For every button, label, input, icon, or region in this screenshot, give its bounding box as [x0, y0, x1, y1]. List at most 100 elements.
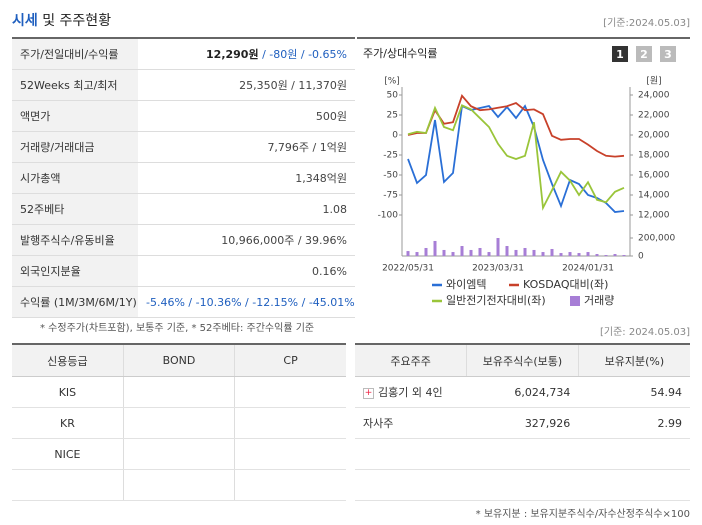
table-row: + 김홍기 외 4인 6,024,734 54.94 — [355, 376, 690, 408]
tab-label[interactable]: 3 — [664, 48, 672, 61]
table-row — [355, 438, 690, 470]
tab-button[interactable] — [660, 46, 676, 62]
title-rest: 및 주주현황 — [42, 13, 112, 29]
tab-label[interactable]: 2 — [640, 48, 648, 61]
tab-button[interactable] — [612, 46, 628, 62]
table-cell: KIS — [12, 376, 124, 408]
volume-bar — [514, 249, 518, 256]
volume-bar — [496, 238, 500, 256]
table-cell — [466, 438, 579, 470]
price-row: 52주베타 1.08 — [12, 193, 355, 225]
y-unit: [%] — [384, 77, 400, 87]
volume-bar — [586, 252, 590, 256]
cell-text: NICE — [54, 447, 81, 461]
volume-tick-label: 200,000 — [638, 234, 675, 244]
table-cell — [355, 438, 467, 470]
row-label: 시가총액 — [12, 162, 138, 194]
row-label: 주가/전일대비/수익률 — [12, 38, 138, 70]
row-value-cell: 0.16% — [138, 255, 355, 287]
cell-text: KIS — [58, 385, 77, 399]
volume-bar — [523, 247, 527, 256]
cell-text: 327,926 — [524, 416, 571, 430]
y2-unit: [원] — [646, 76, 661, 87]
row-value: / -80원 / -0.65% — [262, 48, 347, 61]
header-cell: 신용등급 — [12, 344, 124, 377]
price-row: 발행주식수/유동비율 10,966,000주 / 39.96% — [12, 224, 355, 256]
price-row: 주가/전일대비/수익률 12,290원 / -80원 / -0.65% — [12, 38, 355, 70]
y2-tick-label: 18,000 — [638, 151, 670, 161]
row-label: 52Weeks 최고/최저 — [12, 69, 138, 101]
table-cell — [234, 469, 346, 501]
chart: 주가/상대수익률 1 2 3 [%] [원] 50 25 0 -25 -50 -75 -100 24,00… — [363, 46, 676, 307]
chart-title: 주가/상대수익률 — [363, 47, 438, 60]
table-cell — [123, 469, 236, 501]
cell-text: 6,024,734 — [514, 385, 571, 399]
x-tick-label: 2022/05/31 — [382, 264, 434, 274]
holder-table: 주요주주 보유주식수(보통) 보유지분(%) + 김홍기 외 4인 6,024,734 54… — [355, 343, 690, 501]
volume-bar — [469, 249, 473, 256]
table-row — [355, 469, 690, 501]
row-value: 12,290원 — [206, 48, 259, 61]
row-value-cell: 7,796주 / 1억원 — [138, 131, 355, 163]
volume-bar — [415, 252, 419, 256]
table-cell — [12, 469, 124, 501]
table-cell — [578, 469, 690, 501]
row-value-cell: -5.46% / -10.36% / -12.15% / -45.01% — [138, 286, 355, 318]
row-value: 500원 — [315, 110, 347, 123]
header-cell: CP — [234, 344, 346, 377]
volume-bar — [541, 252, 545, 256]
volume-bar — [406, 251, 410, 256]
row-value-cell: 1.08 — [138, 193, 355, 225]
chart-panel: 주가/상대수익률 1 2 3 [%] [원] 50 25 0 -25 -50 -75 -100 24,00… — [357, 37, 690, 315]
header-cell: BOND — [123, 344, 236, 377]
table-row: 자사주 327,926 2.99 — [355, 407, 690, 439]
y2-tick-label: 16,000 — [638, 171, 670, 181]
expand-icon[interactable]: + — [363, 387, 374, 399]
series-line — [407, 104, 625, 211]
y2-tick-label: 24,000 — [638, 91, 670, 101]
tab-button[interactable] — [636, 46, 652, 62]
legend-swatch — [570, 296, 580, 306]
volume-bar — [568, 252, 572, 256]
price-row: 수익률 (1M/3M/6M/1Y) -5.46% / -10.36% / -12.… — [12, 286, 355, 318]
row-value-cell: 1,348억원 — [138, 162, 355, 194]
y-tick-label: 50 — [387, 91, 399, 101]
x-tick-label: 2024/01/31 — [562, 264, 614, 274]
volume-bar — [559, 253, 563, 256]
table-cell: 6,024,734 — [466, 376, 579, 408]
row-value: 10,966,000주 / 39.96% — [221, 234, 347, 247]
table-cell — [123, 376, 236, 408]
table-row — [12, 469, 346, 501]
row-value: -5.46% / -10.36% / -12.15% / -45.01% — [146, 295, 355, 309]
row-value: 7,796주 / 1억원 — [267, 141, 347, 154]
table-cell: 54.94 — [578, 376, 690, 408]
row-value-cell: 500원 — [138, 100, 355, 132]
header-cell: 주요주주 — [355, 344, 468, 377]
credit-table: 신용등급 BOND CP KIS KR NICE — [12, 343, 346, 501]
table-row: NICE — [12, 438, 346, 470]
price-row: 52Weeks 최고/최저 25,350원 / 11,370원 — [12, 69, 355, 101]
y-tick-label: -50 — [383, 171, 398, 181]
y-tick-label: -25 — [383, 151, 398, 161]
tab-label[interactable]: 1 — [616, 48, 624, 61]
row-value: 0.16% — [312, 264, 347, 278]
legend-label: 거래량 — [584, 294, 614, 307]
volume-bar — [487, 252, 491, 256]
price-table: 주가/전일대비/수익률 12,290원 / -80원 / -0.65% 52Week… — [12, 37, 355, 318]
row-value-cell: 12,290원 / -80원 / -0.65% — [138, 38, 355, 70]
table-cell: 자사주 — [355, 407, 467, 439]
volume-bar — [451, 252, 455, 256]
volume-bar — [433, 240, 437, 256]
y2-tick-label: 14,000 — [638, 191, 670, 201]
table-cell — [234, 438, 346, 470]
table-cell — [123, 407, 236, 439]
y2-tick-label: 12,000 — [638, 211, 670, 221]
table-cell: 327,926 — [466, 407, 579, 439]
table-cell: + 김홍기 외 4인 — [355, 376, 467, 408]
table-cell — [234, 376, 346, 408]
row-label: 발행주식수/유동비율 — [12, 224, 138, 256]
table-cell — [123, 438, 236, 470]
row-label: 52주베타 — [12, 193, 138, 225]
y-tick-label: 25 — [387, 111, 398, 121]
